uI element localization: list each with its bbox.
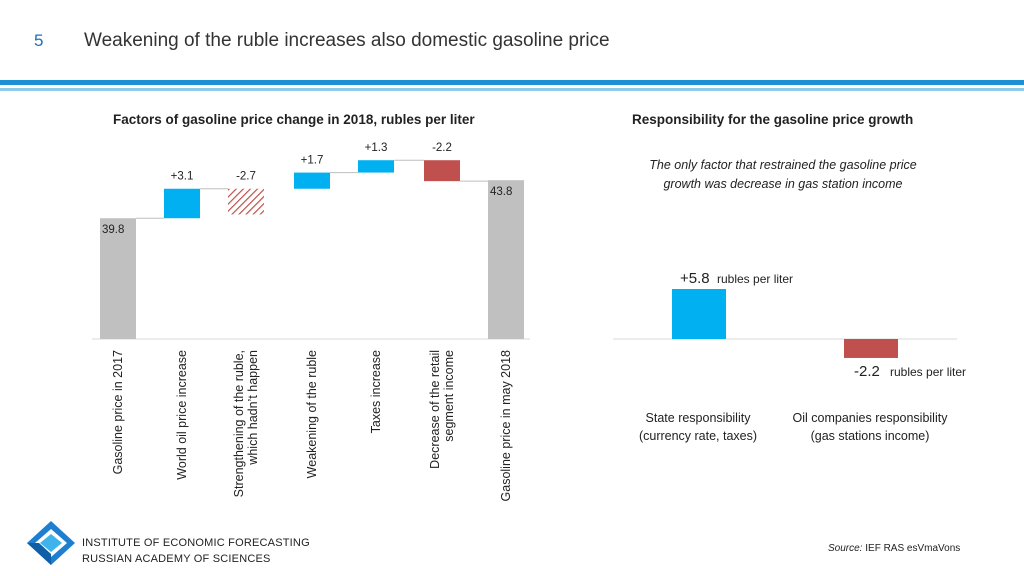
waterfall-category-label: Strengthening of the ruble,	[232, 350, 246, 497]
waterfall-category-label: which hadn’t happen	[246, 350, 260, 466]
waterfall-category-label: Weakening of the ruble	[305, 350, 319, 478]
waterfall-value-label: 39.8	[102, 224, 124, 236]
waterfall-value-label: +1.3	[365, 142, 388, 154]
header-divider	[0, 80, 1024, 85]
waterfall-value-label: -2.2	[432, 142, 452, 154]
responsibility-bar	[844, 339, 898, 358]
source-text: IEF RAS esVmaVons	[865, 543, 961, 554]
responsibility-value-label: -2.2	[854, 363, 880, 380]
waterfall-category-label: Gasoline price in may 2018	[499, 350, 513, 502]
responsibility-category-label: (gas stations income)	[811, 429, 930, 443]
org-name-line-1: INSTITUTE OF ECONOMIC FORECASTING	[82, 537, 310, 549]
responsibility-category-label: State responsibility	[646, 411, 752, 425]
responsibility-unit-label: rubles per liter	[890, 365, 966, 379]
responsibility-chart-title: Responsibility for the gasoline price gr…	[632, 112, 914, 127]
note-line-2: growth was decrease in gas station incom…	[663, 177, 903, 191]
source-label: Source:	[828, 543, 863, 554]
header-divider-light	[0, 88, 1024, 91]
note-line-1: The only factor that restrained the gaso…	[649, 158, 917, 172]
responsibility-category-label: (currency rate, taxes)	[639, 429, 757, 443]
waterfall-bar	[294, 172, 330, 189]
waterfall-bar	[164, 188, 200, 219]
waterfall-bar	[488, 180, 524, 339]
responsibility-bar	[672, 289, 726, 339]
source-note: Source: IEF RAS esVmaVons	[828, 543, 960, 554]
waterfall-bar	[100, 218, 136, 339]
waterfall-value-label: +3.1	[171, 171, 194, 183]
waterfall-value-label: 43.8	[490, 186, 512, 198]
slide-number: 5	[34, 31, 44, 50]
responsibility-note: The only factor that restrained the gaso…	[628, 156, 938, 194]
waterfall-value-label: +1.7	[301, 155, 324, 167]
waterfall-chart-title: Factors of gasoline price change in 2018…	[113, 112, 475, 127]
waterfall-bar	[424, 160, 460, 182]
waterfall-category-label: World oil price increase	[175, 350, 189, 480]
waterfall-category-label: Gasoline price in 2017	[111, 350, 125, 474]
waterfall-bar	[358, 160, 394, 173]
org-name-line-2: RUSSIAN ACADEMY OF SCIENCES	[82, 553, 271, 565]
waterfall-category-label: Decrease of the retail	[428, 350, 442, 469]
waterfall-value-label: -2.7	[236, 171, 256, 183]
ief-logo-icon	[27, 521, 75, 565]
waterfall-category-label: Taxes increase	[369, 350, 383, 433]
slide-title: Weakening of the ruble increases also do…	[84, 30, 610, 51]
responsibility-unit-label: rubles per liter	[717, 272, 793, 286]
waterfall-bar	[228, 188, 264, 215]
waterfall-category-label: segment income	[442, 350, 456, 442]
responsibility-category-label: Oil companies responsibility	[793, 411, 949, 425]
responsibility-value-label: +5.8	[680, 270, 710, 287]
